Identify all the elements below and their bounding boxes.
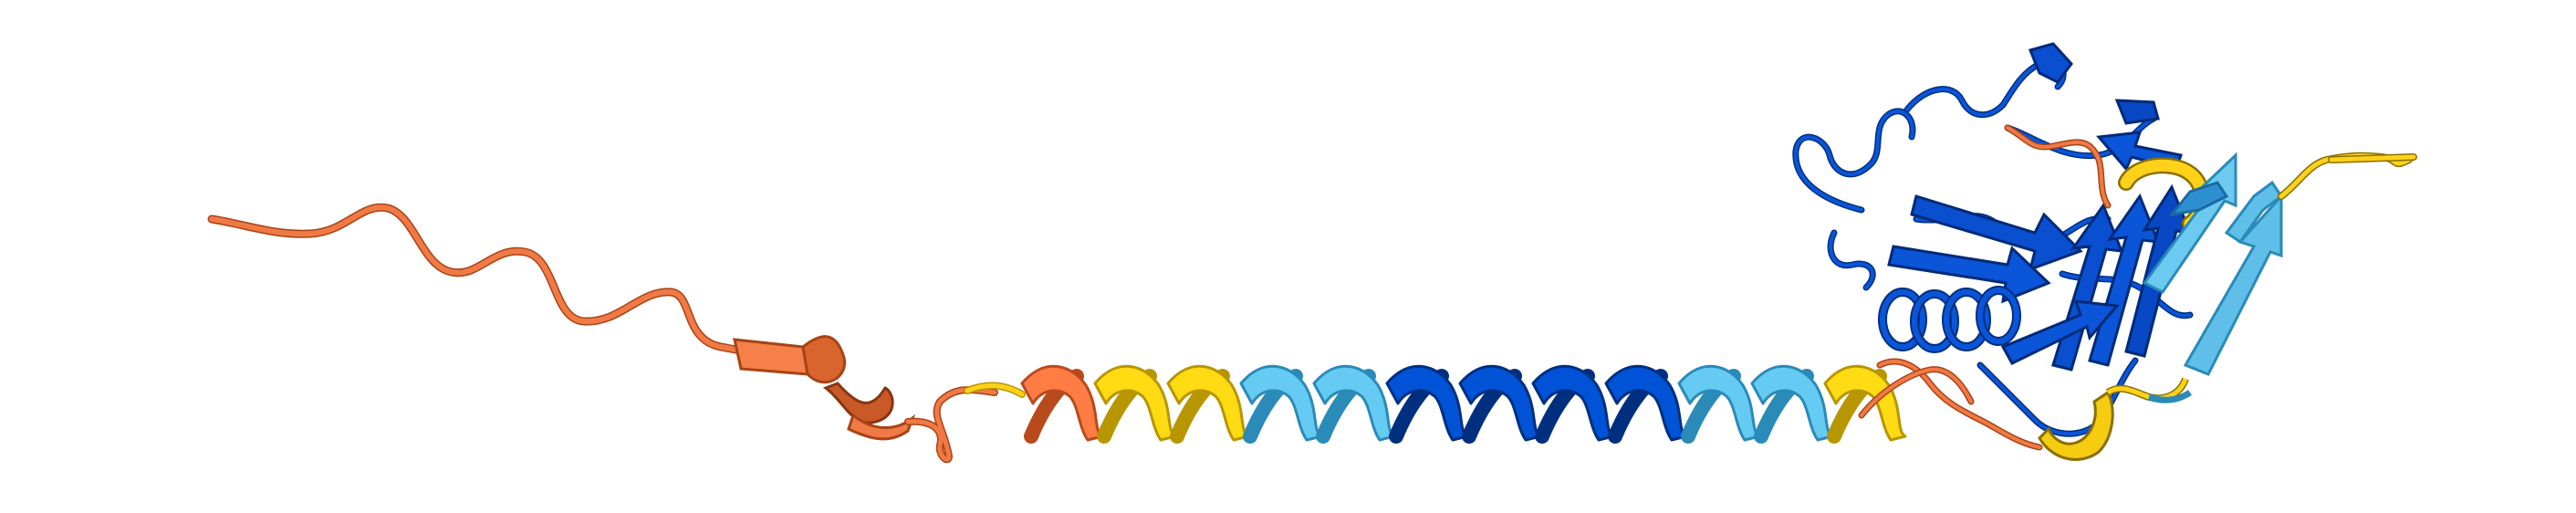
- loop: [2147, 390, 2192, 403]
- domain-helix: [1878, 286, 2021, 353]
- beta-strand: [2000, 299, 2120, 365]
- coil-segment: [209, 204, 767, 355]
- helix-ribbon: [847, 413, 916, 441]
- n-terminal-coil: [207, 203, 769, 357]
- beta-strand: [1887, 245, 2051, 304]
- n-terminal-helix: [733, 335, 916, 441]
- helix-ribbon: [801, 335, 847, 384]
- helix-turn: [1944, 289, 1989, 350]
- helix-turn: [1977, 288, 2019, 344]
- loop: [1793, 109, 1914, 212]
- helix-turn: [1880, 289, 1925, 350]
- helix-to-domain-linker: [1858, 366, 1975, 419]
- helix-ribbon: [2038, 390, 2114, 461]
- helix-ribbon: [733, 338, 809, 376]
- coil-segment: [904, 386, 998, 464]
- helix-turn-front: [1823, 364, 1907, 442]
- beta-strand: [1910, 194, 2083, 272]
- helix-ribbon: [822, 382, 894, 424]
- loop: [1792, 108, 1916, 214]
- coil-segment: [2006, 126, 2110, 207]
- beta-strand: [2088, 193, 2161, 367]
- helix-turn: [1912, 291, 1957, 351]
- coil-segment: [905, 387, 997, 462]
- bottom-yellow-hairpin: [2038, 377, 2192, 461]
- right-hairpin: [2142, 152, 2284, 376]
- linker-coil: [904, 382, 1026, 464]
- beta-strand: [2028, 42, 2073, 84]
- coil-segment: [2329, 154, 2416, 162]
- coil-segment: [1860, 367, 1973, 417]
- beta-strand: [2168, 181, 2229, 217]
- beta-strand: [2183, 193, 2283, 376]
- central-long-helix: [1020, 364, 1907, 444]
- beta-sheet: [1887, 42, 2193, 372]
- loop: [1829, 231, 1875, 289]
- coil-segment: [965, 382, 1025, 397]
- domain-disordered-loops: [1876, 124, 2112, 451]
- globular-domain: [1792, 42, 2417, 461]
- coil-segment: [1878, 360, 2041, 449]
- loop: [1978, 359, 2137, 436]
- c-terminal-tail: [2278, 152, 2417, 200]
- coil-segment: [207, 203, 769, 357]
- beta-strand: [2114, 99, 2160, 125]
